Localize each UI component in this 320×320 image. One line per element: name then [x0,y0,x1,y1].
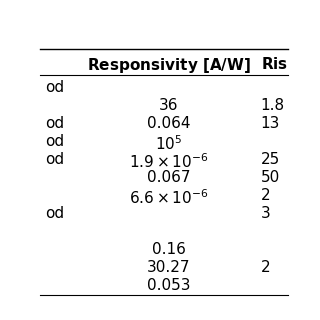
Text: $\mathbf{Ris}$: $\mathbf{Ris}$ [261,56,288,72]
Text: 0.064: 0.064 [147,116,191,131]
Text: 1.8: 1.8 [261,98,285,113]
Text: $10^5$: $10^5$ [155,134,183,153]
Text: 3: 3 [261,206,270,221]
Text: od: od [45,116,64,131]
Text: $1.9 \times 10^{-6}$: $1.9 \times 10^{-6}$ [129,152,209,171]
Text: 0.067: 0.067 [147,170,191,185]
Text: od: od [45,80,64,95]
Text: 0.16: 0.16 [152,242,186,257]
Text: 2: 2 [261,260,270,275]
Text: od: od [45,206,64,221]
Text: 0.053: 0.053 [147,278,191,293]
Text: 50: 50 [261,170,280,185]
Text: 30.27: 30.27 [147,260,191,275]
Text: 36: 36 [159,98,179,113]
Text: $6.6 \times 10^{-6}$: $6.6 \times 10^{-6}$ [129,188,209,207]
Text: 2: 2 [261,188,270,203]
Text: 13: 13 [261,116,280,131]
Text: od: od [45,152,64,167]
Text: 25: 25 [261,152,280,167]
Text: od: od [45,134,64,149]
Text: $\mathbf{Responsivity\ [A/W]}$: $\mathbf{Responsivity\ [A/W]}$ [87,56,251,75]
